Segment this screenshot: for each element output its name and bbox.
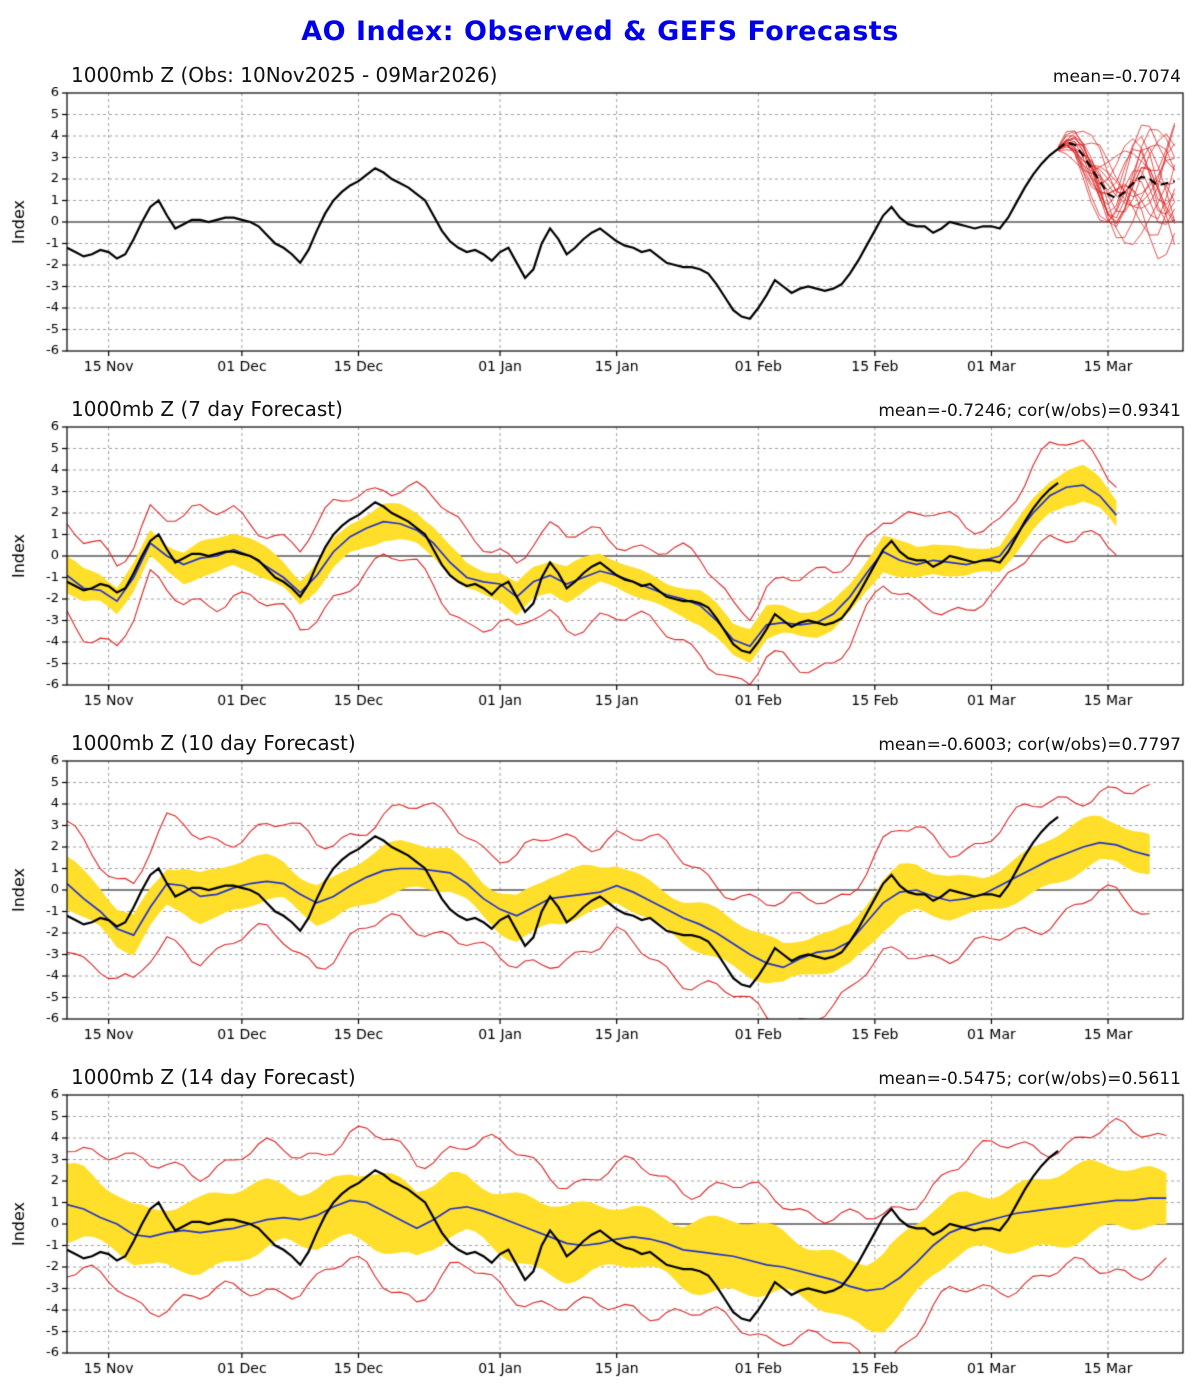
panel-stats: mean=-0.5475; cor(w/obs)=0.5611	[878, 1069, 1181, 1089]
forecast-14day-chart-canvas	[5, 1089, 1195, 1389]
panel-7day-header: 1000mb Z (7 day Forecast) mean=-0.7246; …	[5, 391, 1195, 421]
panel-10day-header: 1000mb Z (10 day Forecast) mean=-0.6003;…	[5, 725, 1195, 755]
panel-title: 1000mb Z (7 day Forecast)	[71, 397, 343, 421]
panel-observed: 1000mb Z (Obs: 10Nov2025 - 09Mar2026) me…	[5, 57, 1195, 387]
panel-title: 1000mb Z (10 day Forecast)	[71, 731, 356, 755]
panel-7day-forecast: 1000mb Z (7 day Forecast) mean=-0.7246; …	[5, 391, 1195, 721]
panel-title: 1000mb Z (Obs: 10Nov2025 - 09Mar2026)	[71, 63, 498, 87]
panel-14day-forecast: 1000mb Z (14 day Forecast) mean=-0.5475;…	[5, 1059, 1195, 1389]
forecast-10day-chart-canvas	[5, 755, 1195, 1055]
observed-chart-canvas	[5, 87, 1195, 387]
panel-title: 1000mb Z (14 day Forecast)	[71, 1065, 356, 1089]
panel-10day-forecast: 1000mb Z (10 day Forecast) mean=-0.6003;…	[5, 725, 1195, 1055]
panel-stats: mean=-0.7246; cor(w/obs)=0.9341	[878, 401, 1181, 421]
panel-stats: mean=-0.6003; cor(w/obs)=0.7797	[878, 735, 1181, 755]
panel-14day-header: 1000mb Z (14 day Forecast) mean=-0.5475;…	[5, 1059, 1195, 1089]
panel-observed-header: 1000mb Z (Obs: 10Nov2025 - 09Mar2026) me…	[5, 57, 1195, 87]
forecast-7day-chart-canvas	[5, 421, 1195, 721]
page-title: AO Index: Observed & GEFS Forecasts	[301, 16, 899, 47]
panel-stats: mean=-0.7074	[1052, 67, 1181, 87]
